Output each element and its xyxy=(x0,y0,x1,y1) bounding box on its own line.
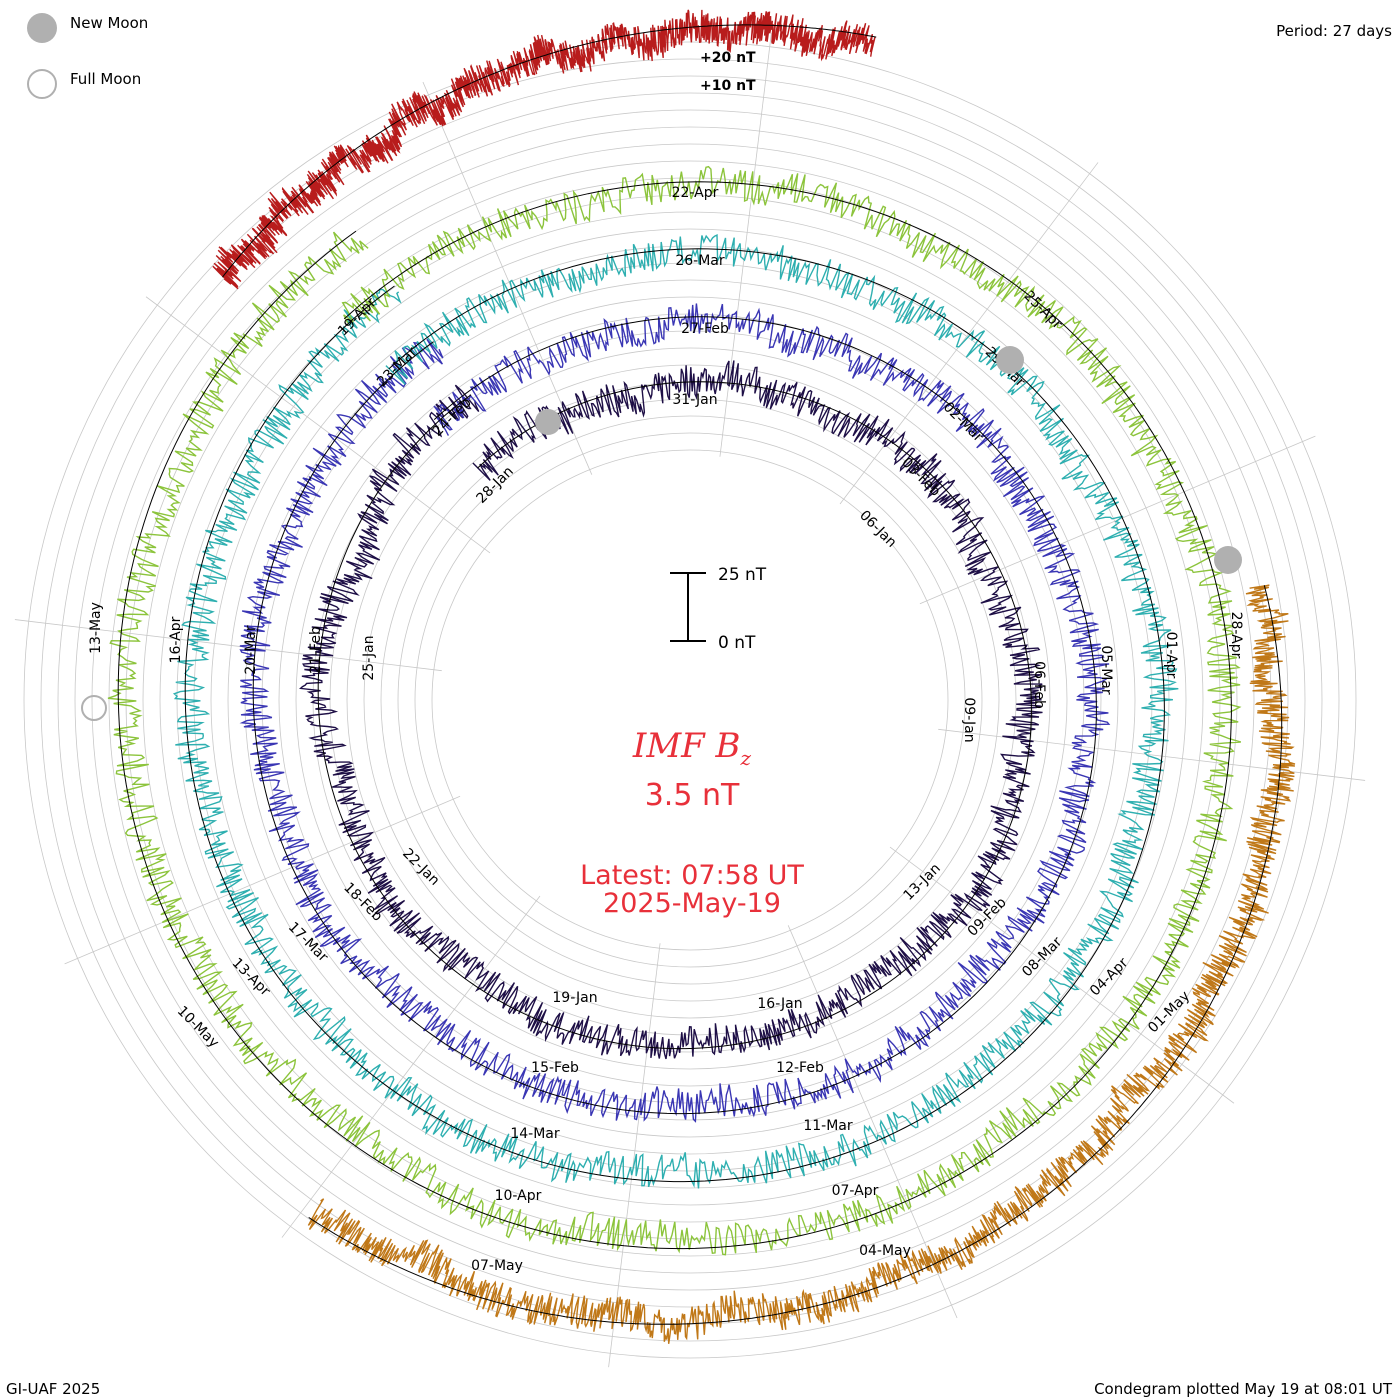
date-label: 21-Feb xyxy=(308,626,324,674)
grid-spoke xyxy=(839,162,1099,505)
zero-reference-line xyxy=(184,248,1165,1183)
date-label: 04-May xyxy=(859,1243,911,1259)
date-label: 16-Apr xyxy=(168,616,184,663)
grid-ring xyxy=(176,194,1204,1206)
date-label: 01-Apr xyxy=(1163,632,1179,679)
center-title: IMF Bz xyxy=(632,726,752,770)
bz-trace-rotation xyxy=(299,360,1044,1060)
grid-ring xyxy=(91,109,1289,1291)
zero-reference-line xyxy=(308,585,1283,1325)
date-label: 05-Mar xyxy=(1098,645,1114,695)
date-label: 08-Mar xyxy=(1019,934,1065,980)
scale-bar-top-label: 25 nT xyxy=(718,565,767,585)
full-moon-label: Full Moon xyxy=(70,70,141,88)
grid-spoke xyxy=(145,296,491,554)
new-moon-marker xyxy=(996,346,1024,374)
zero-reference-line xyxy=(222,24,877,278)
latest-date: 2025-May-19 xyxy=(603,888,781,919)
credit-label: GI-UAF 2025 xyxy=(6,1380,101,1398)
grid-ring xyxy=(261,279,1119,1121)
date-label: 10-May xyxy=(174,1003,222,1051)
date-label: 07-Apr xyxy=(832,1183,879,1199)
grid-ring xyxy=(414,432,966,968)
grid-ring xyxy=(40,58,1340,1342)
date-label: 13-May xyxy=(88,602,104,654)
grid-spoke xyxy=(64,795,461,965)
date-label: 06-Feb xyxy=(1031,661,1047,709)
date-label: 22-Apr xyxy=(672,185,719,201)
date-label: 09-Jan xyxy=(961,697,977,742)
date-spokes xyxy=(14,32,1366,1368)
bz-trace-rotation xyxy=(307,584,1296,1344)
date-label: 20-Mar xyxy=(243,625,259,675)
date-label: 02-Mar xyxy=(940,399,986,445)
grid-ring xyxy=(142,160,1238,1240)
date-label: 06-Jan xyxy=(856,508,899,551)
date-label: 15-Feb xyxy=(531,1060,579,1076)
date-label: 23-Mar xyxy=(374,344,420,390)
date-label: 22-Jan xyxy=(399,846,442,889)
period-label: Period: 27 days xyxy=(1276,22,1392,40)
date-label: 11-Mar xyxy=(803,1118,853,1134)
new-moon-icon xyxy=(27,13,57,43)
zero-reference-line xyxy=(117,181,1232,1250)
date-label: 10-Apr xyxy=(495,1188,542,1204)
center-title-sub: z xyxy=(740,746,752,770)
grid-spoke xyxy=(787,925,958,1319)
latest-time: Latest: 07:58 UT xyxy=(580,860,804,891)
plotted-label: Condegram plotted May 19 at 08:01 UT xyxy=(1094,1380,1392,1398)
date-label: 07-May xyxy=(471,1258,523,1274)
new-moon-marker xyxy=(535,409,561,435)
center-title-main: IMF B xyxy=(632,726,741,766)
new-moon-label: New Moon xyxy=(70,14,148,32)
scale-bar: 25 nT 0 nT xyxy=(670,565,767,653)
date-label: 12-Feb xyxy=(776,1060,824,1076)
grid-ring xyxy=(329,347,1051,1053)
date-label: 31-Jan xyxy=(672,392,717,408)
date-label: 26-Mar xyxy=(675,253,725,269)
date-label: 14-Mar xyxy=(510,1126,560,1142)
grid-ring xyxy=(431,449,949,951)
bz-trace-rotation xyxy=(212,9,876,290)
date-label: 28-Apr xyxy=(1228,612,1244,659)
zero-reference-rings xyxy=(117,24,1283,1325)
bz-traces xyxy=(107,9,1296,1344)
grid-ring xyxy=(380,398,1000,1002)
grid-spoke xyxy=(281,895,541,1238)
zero-reference-line xyxy=(317,381,1032,1050)
date-label: 25-Jan xyxy=(361,635,377,680)
date-label: 27-Feb xyxy=(681,321,729,337)
grid-ring xyxy=(312,330,1068,1070)
ring-grid xyxy=(23,41,1357,1359)
grid-ring xyxy=(227,245,1153,1155)
grid-spoke xyxy=(719,32,772,457)
grid-ring xyxy=(23,41,1357,1359)
bz-trace-rotation xyxy=(239,303,1111,1123)
full-moon-icon xyxy=(27,69,57,99)
grid-spoke xyxy=(889,846,1235,1104)
bz-trace-rotation xyxy=(107,165,1242,1256)
date-label: 19-Jan xyxy=(552,990,597,1006)
ring-scale-10: +10 nT xyxy=(700,78,756,94)
new-moon-marker xyxy=(1214,546,1242,574)
grid-ring xyxy=(397,415,983,985)
date-label: 16-Jan xyxy=(757,996,802,1012)
grid-ring xyxy=(74,92,1306,1308)
zero-reference-line xyxy=(252,316,1097,1115)
center-value: 3.5 nT xyxy=(645,778,740,813)
scale-bar-bottom-label: 0 nT xyxy=(718,633,756,653)
ring-scale-20: +20 nT xyxy=(700,50,756,66)
full-moon-marker xyxy=(81,695,107,721)
grid-spoke xyxy=(608,943,661,1368)
grid-spoke xyxy=(14,619,442,672)
